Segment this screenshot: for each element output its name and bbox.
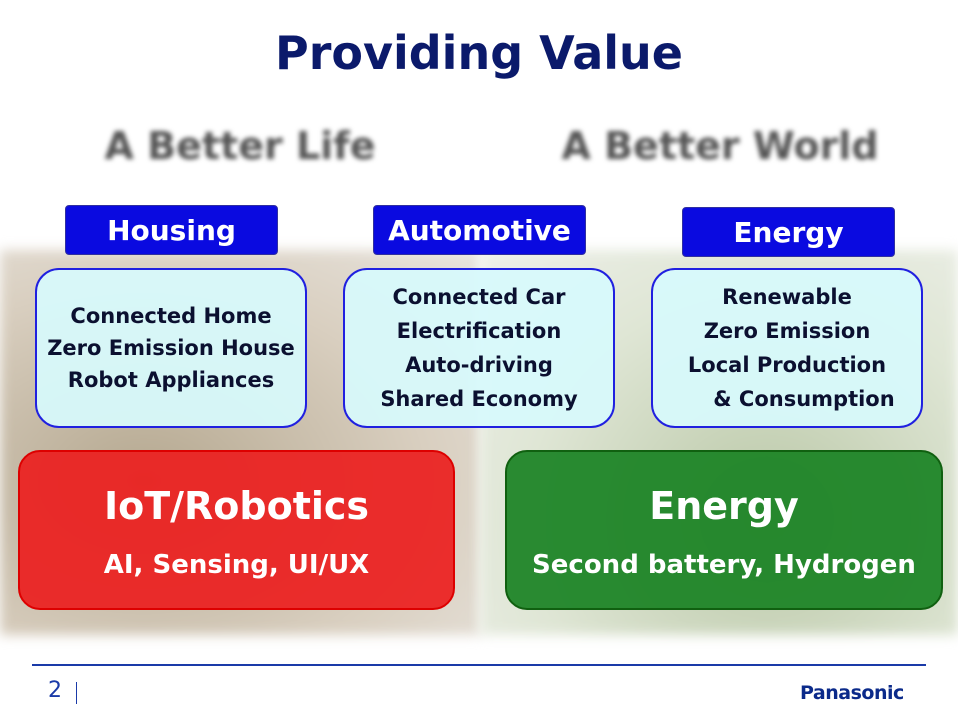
item: Zero Emission House (47, 332, 295, 364)
pillar-title: IoT/Robotics (20, 484, 453, 528)
category-label: Automotive (373, 205, 586, 255)
title: Providing Value (0, 26, 958, 80)
category-box: Connected Home Zero Emission House Robot… (35, 268, 307, 428)
item: Auto-driving (405, 348, 553, 382)
item: Zero Emission (704, 314, 871, 348)
category-box: Connected Car Electrification Auto-drivi… (343, 268, 615, 428)
item: Robot Appliances (68, 364, 274, 396)
item: Local Production (688, 348, 886, 382)
category-label: Housing (65, 205, 278, 255)
pillar: IoT/Robotics AI, Sensing, UI/UX (18, 450, 455, 610)
pillar-subtitle: Second battery, Hydrogen (507, 550, 941, 580)
item: Connected Home (70, 300, 271, 332)
theme: A Better World (540, 124, 900, 168)
item: Renewable (722, 280, 852, 314)
pillar-title: Energy (507, 484, 941, 528)
pillar-subtitle: AI, Sensing, UI/UX (20, 550, 453, 580)
item: Connected Car (393, 280, 566, 314)
item: & Consumption (679, 382, 894, 416)
pillar: Energy Second battery, Hydrogen (505, 450, 943, 610)
item: Shared Economy (380, 382, 577, 416)
theme: A Better Life (60, 124, 420, 168)
slide: Providing Value A Better Life A Better W… (0, 0, 958, 720)
footer-rule (32, 664, 926, 666)
item: Electrification (397, 314, 562, 348)
category-label: Energy (682, 207, 895, 257)
logo: Panasonic (800, 682, 904, 704)
category-box: Renewable Zero Emission Local Production… (651, 268, 923, 428)
page-number: 2 (48, 678, 62, 703)
separator (76, 682, 77, 704)
